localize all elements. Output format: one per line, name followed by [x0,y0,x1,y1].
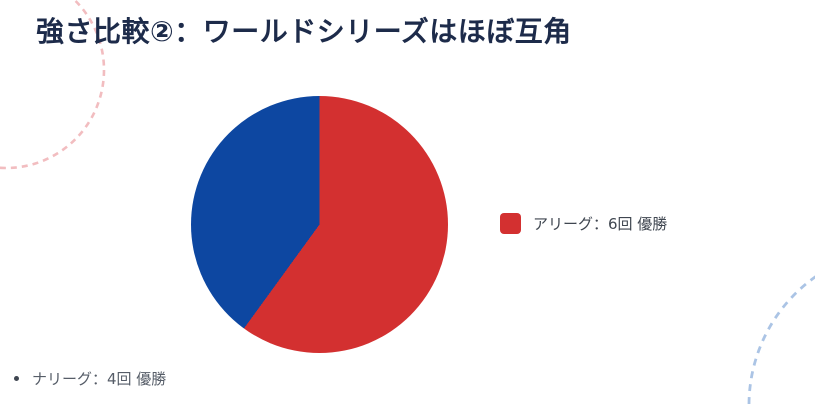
bullet-icon [14,376,19,381]
legend: アリーグ：6回 優勝 [500,213,667,234]
footnote-list-item: ナリーグ：4回 優勝 [14,368,166,389]
page-title: 強さ比較②：ワールドシリーズはほぼ互角 [36,15,572,48]
footnote-label-n-league: ナリーグ：4回 優勝 [32,370,167,388]
decorative-dashed-circle-blue [747,275,815,409]
legend-swatch-a-league [500,213,521,234]
legend-label-a-league: アリーグ：6回 優勝 [533,215,668,233]
pie-chart [191,96,448,353]
